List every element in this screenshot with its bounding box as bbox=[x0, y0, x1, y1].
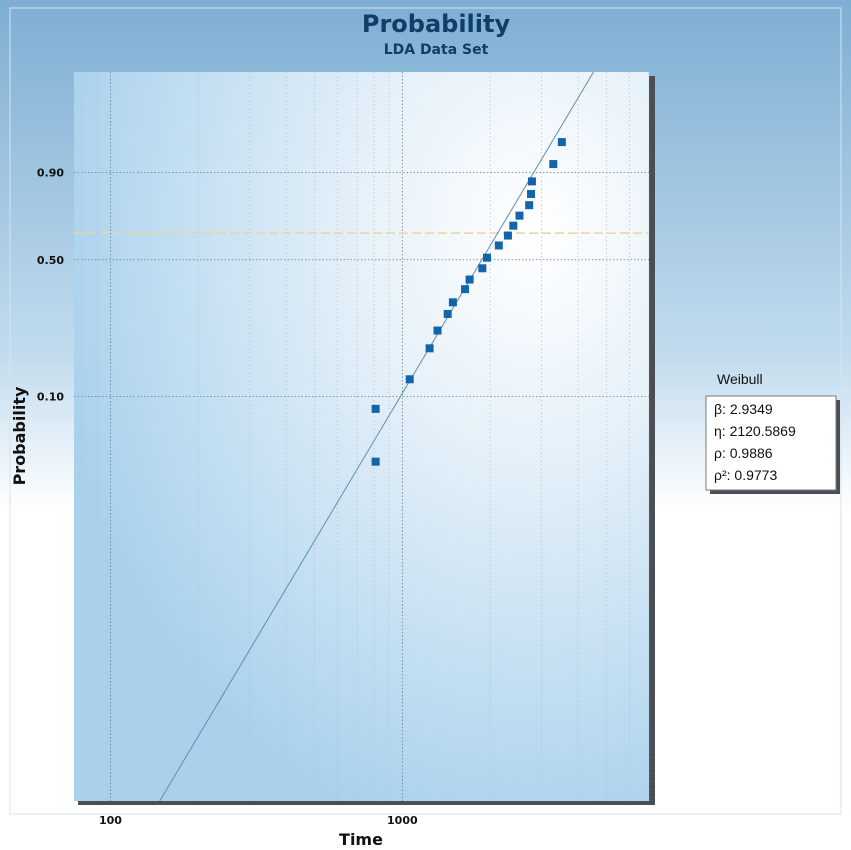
data-point bbox=[448, 298, 457, 307]
data-point bbox=[433, 326, 442, 335]
data-point bbox=[509, 221, 518, 230]
data-points bbox=[371, 138, 566, 466]
data-point bbox=[371, 457, 380, 466]
data-point bbox=[405, 375, 414, 384]
legend-eta: η: 2120.5869 bbox=[714, 423, 796, 439]
x-axis-label: Time bbox=[339, 830, 383, 849]
data-point bbox=[371, 404, 380, 413]
y-tick-labels: 0.10 0.50 0.90 bbox=[37, 167, 64, 404]
legend: Weibull β: 2.9349 η: 2120.5869 ρ: 0.9886… bbox=[705, 371, 840, 494]
chart-title: Probability bbox=[362, 10, 511, 38]
y-axis-label: Probability bbox=[10, 386, 29, 485]
data-point bbox=[557, 138, 566, 147]
data-point bbox=[425, 344, 434, 353]
outer-frame bbox=[9, 7, 842, 815]
data-point bbox=[515, 211, 524, 220]
x-tick-label: 100 bbox=[99, 814, 122, 827]
data-point bbox=[527, 177, 536, 186]
y-tick-label: 0.90 bbox=[37, 167, 64, 180]
data-point bbox=[443, 309, 452, 318]
chart-subtitle: LDA Data Set bbox=[384, 42, 489, 58]
grid bbox=[74, 72, 650, 801]
data-point bbox=[549, 160, 558, 169]
data-point bbox=[503, 231, 512, 240]
data-point bbox=[527, 190, 536, 199]
y-tick-label: 0.10 bbox=[37, 390, 64, 403]
data-point bbox=[494, 241, 503, 250]
legend-title: Weibull bbox=[717, 371, 763, 387]
legend-beta: β: 2.9349 bbox=[714, 401, 773, 417]
y-tick-label: 0.50 bbox=[37, 254, 64, 267]
plot-area bbox=[74, 72, 649, 801]
data-point bbox=[478, 264, 487, 273]
x-tick-label: 1000 bbox=[387, 814, 418, 827]
x-tick-labels: 100 1000 bbox=[99, 814, 418, 827]
weibull-fit-line bbox=[159, 71, 594, 802]
data-point bbox=[482, 253, 491, 262]
data-point bbox=[465, 275, 474, 284]
data-point bbox=[461, 285, 470, 294]
legend-box bbox=[705, 395, 837, 491]
data-point bbox=[525, 201, 534, 210]
legend-rho: ρ: 0.9886 bbox=[714, 445, 773, 461]
legend-rho-squared: ρ²: 0.9773 bbox=[714, 467, 777, 483]
